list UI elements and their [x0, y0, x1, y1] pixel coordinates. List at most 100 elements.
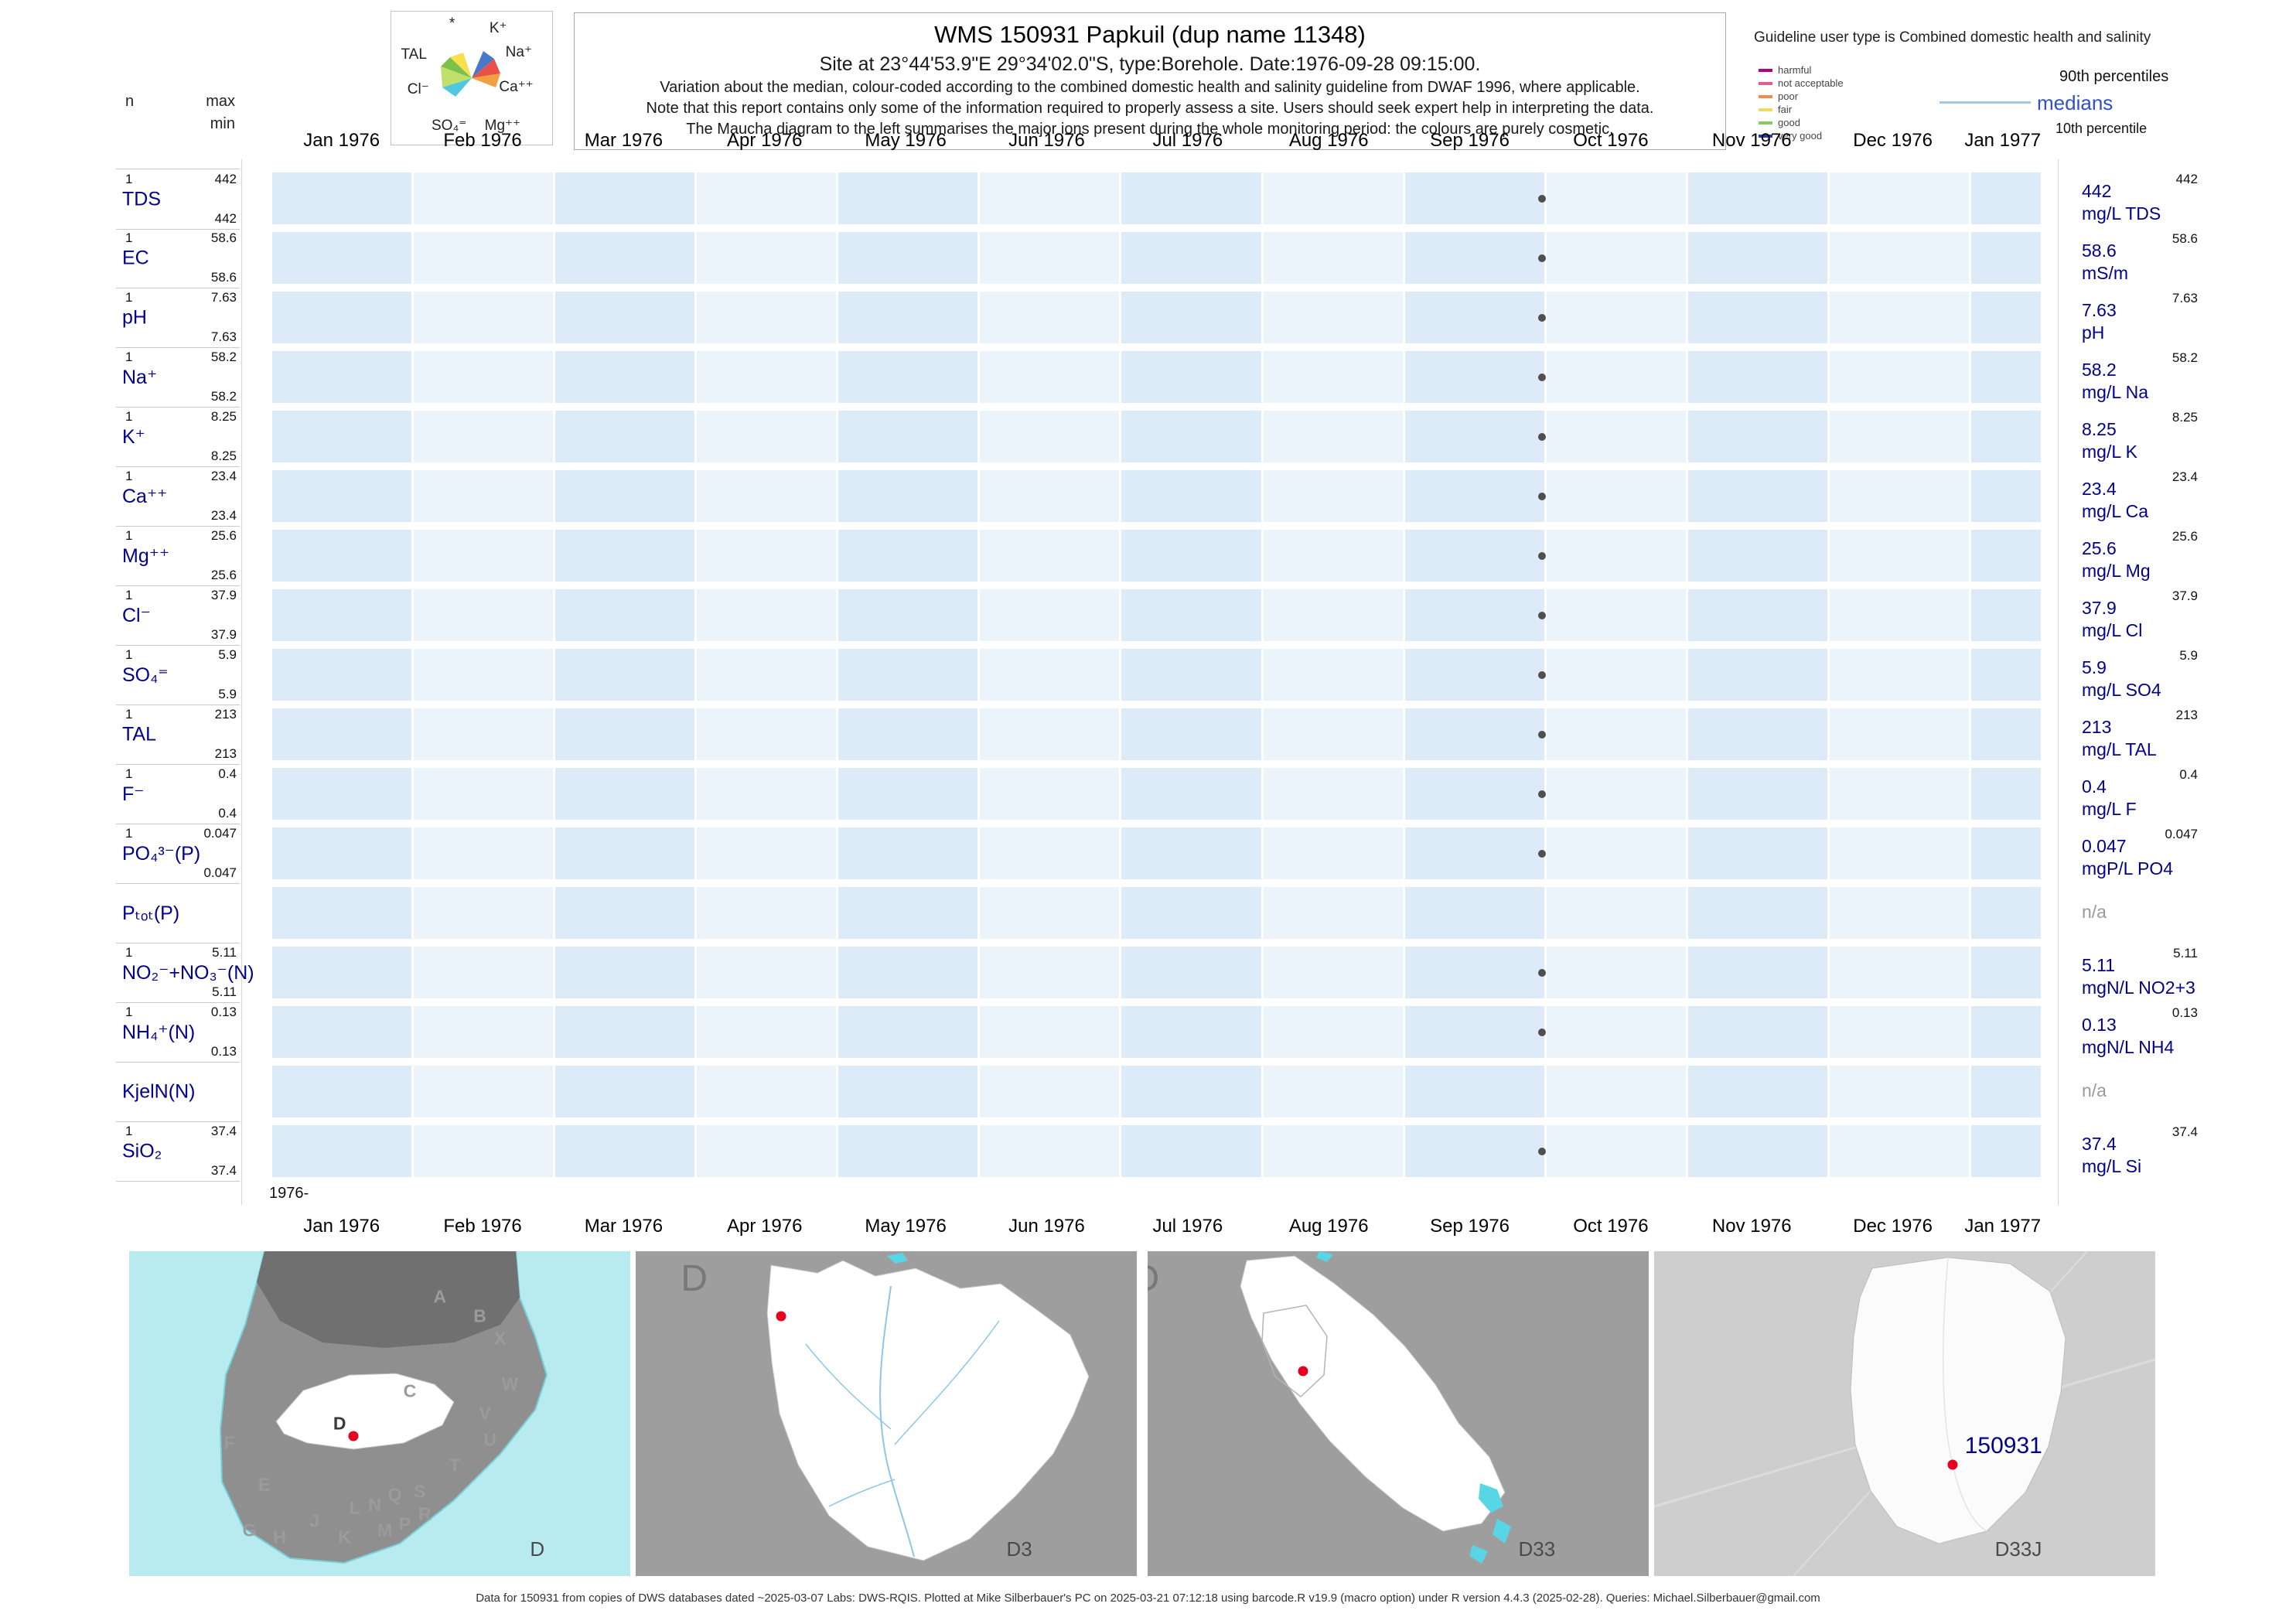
month-cell: [272, 292, 412, 343]
parameter-timeline: [272, 708, 2041, 760]
month-cell: [1263, 351, 1403, 403]
parameter-value-block: 442 442 mg/L TDS: [2082, 169, 2198, 228]
median-value: 442: [2082, 181, 2112, 201]
maucha-mg-label: Mg⁺⁺: [484, 117, 521, 134]
median-value: 8.25: [2082, 419, 2117, 439]
map-panel-d33: 150931 D33J: [1654, 1251, 2155, 1576]
region-letter: X: [493, 1328, 507, 1349]
sample-count: 1: [125, 1005, 133, 1019]
month-cell: [414, 947, 554, 998]
month-cell: [697, 708, 837, 760]
min-value: 58.2: [210, 389, 237, 404]
sample-point: [1538, 1147, 1547, 1155]
month-cell: [1546, 411, 1686, 462]
maucha-na-label: Na⁺: [505, 44, 532, 61]
parameter-name: TAL: [122, 723, 156, 745]
month-cell: [272, 530, 412, 582]
region-letter: D: [333, 1413, 346, 1434]
sample-point: [1538, 849, 1547, 858]
south-africa-map-graphic: [129, 1251, 630, 1576]
month-cell: [697, 172, 837, 224]
month-cell: [1829, 887, 1969, 939]
month-cell: [1687, 708, 1827, 760]
region-letter: R: [418, 1503, 432, 1524]
parameter-value-block: n/a: [2082, 883, 2198, 943]
sample-count: 1: [125, 826, 133, 841]
unit-label: mg/L Mg: [2082, 561, 2151, 581]
month-cell: [1829, 530, 1969, 582]
month-cell: [980, 1125, 1120, 1177]
site-marker: [1298, 1366, 1308, 1377]
month-cell: [414, 1006, 554, 1058]
p90-value: 23.4: [2171, 469, 2198, 484]
month-cell: [555, 1066, 695, 1117]
month-cell: [697, 530, 837, 582]
parameter-name: Na⁺: [122, 366, 158, 388]
report-note-3: The Maucha diagram to the left summarise…: [686, 121, 1614, 138]
month-cell: [555, 530, 695, 582]
parameter-row: Pₜₒₜ(P) n/a: [0, 883, 2296, 943]
sample-point: [1538, 432, 1547, 441]
parameter-name: pH: [122, 306, 147, 328]
month-cell: [414, 649, 554, 701]
parameter-timeline: [272, 887, 2041, 939]
p90-value: 5.9: [2179, 648, 2198, 663]
month-label: Jan 1977: [1964, 130, 2042, 151]
month-cell: [555, 589, 695, 641]
month-cell: [1546, 887, 1686, 939]
month-cell: [1970, 232, 2041, 284]
month-cell: [272, 649, 412, 701]
region-letter: M: [377, 1520, 393, 1540]
big-region-letter: D: [681, 1258, 708, 1300]
median-value: 58.6: [2082, 241, 2117, 261]
parameter-row: 1 25.6 Mg⁺⁺ 25.6 25.6 25.6 mg/L Mg: [0, 526, 2296, 586]
parameter-label-block: 1 58.6 EC 58.6: [116, 228, 240, 288]
map-corner-label: D33: [1518, 1537, 1556, 1561]
month-cell: [1970, 768, 2041, 820]
month-cell: [1263, 1006, 1403, 1058]
parameter-value-block: 37.4 37.4 mg/L Si: [2082, 1121, 2198, 1181]
unit-label: mg/L K: [2082, 442, 2138, 462]
median-value: 37.9: [2082, 598, 2117, 618]
parameter-value-block: 25.6 25.6 mg/L Mg: [2082, 526, 2198, 585]
parameter-row: 1 8.25 K⁺ 8.25 8.25 8.25 mg/L K: [0, 407, 2296, 467]
month-cell: [697, 827, 837, 879]
guideline-title: Guideline user type is Combined domestic…: [1754, 29, 2151, 46]
month-cell: [1970, 947, 2041, 998]
month-cell: [1546, 292, 1686, 343]
month-cell: [697, 1006, 837, 1058]
month-cell: [1687, 649, 1827, 701]
max-value: 23.4: [210, 469, 237, 483]
month-cell: [697, 232, 837, 284]
maucha-diagram-icon: [441, 51, 500, 97]
map-panel-primary-d: D D3: [636, 1251, 1137, 1576]
parameter-row: 1 5.11 NO₂⁻+NO₃⁻(N) 5.11 5.11 5.11 mgN/L NO2+3: [0, 943, 2296, 1003]
month-cell: [1970, 887, 2041, 939]
month-cell: [1121, 887, 1261, 939]
unit-label: mS/m: [2082, 263, 2129, 283]
month-cell: [1970, 1006, 2041, 1058]
month-cell: [838, 947, 978, 998]
unit-label: mg/L Ca: [2082, 501, 2149, 521]
month-cell: [1263, 768, 1403, 820]
month-label: Jan 1976: [303, 1216, 380, 1237]
median-value: 37.4: [2082, 1134, 2117, 1154]
month-cell: [555, 887, 695, 939]
month-cell: [1404, 887, 1544, 939]
month-label: Jan 1976: [303, 130, 380, 151]
guideline-class: harmful: [1759, 63, 1844, 77]
month-cell: [1829, 768, 1969, 820]
month-cell: [555, 947, 695, 998]
month-cell: [555, 1125, 695, 1177]
parameter-name: SiO₂: [122, 1140, 162, 1162]
month-cell: [1121, 589, 1261, 641]
parameter-timeline: [272, 351, 2041, 403]
month-cell: [1121, 649, 1261, 701]
month-cell: [1829, 649, 1969, 701]
site-marker: [348, 1431, 359, 1441]
median-value: 0.4: [2082, 776, 2107, 797]
parameter-value-block: 58.2 58.2 mg/L Na: [2082, 347, 2198, 407]
guideline-color-tick: [1759, 94, 1772, 98]
month-label: Jul 1976: [1152, 1216, 1223, 1237]
guideline-legend: Guideline user type is Combined domestic…: [1754, 29, 2218, 149]
